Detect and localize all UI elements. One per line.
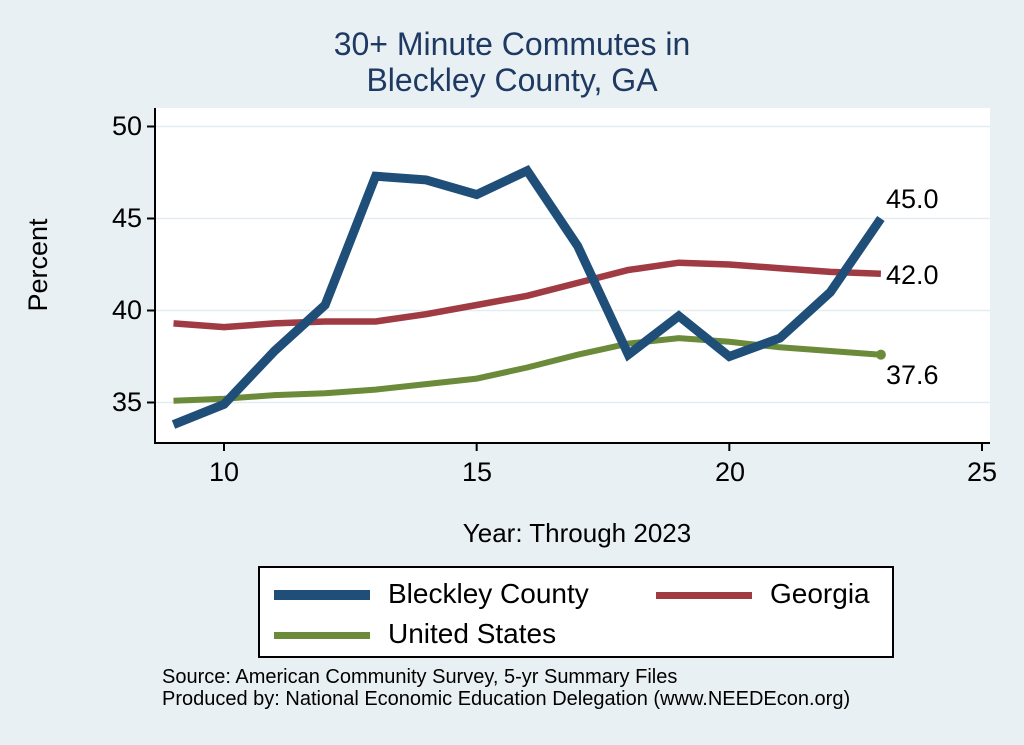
legend-swatch-georgia	[656, 592, 752, 599]
footer-notes: Source: American Community Survey, 5-yr …	[162, 666, 982, 710]
x-tick-label-15: 15	[461, 457, 493, 487]
chart-title-line1: 30+ Minute Commutes in	[333, 26, 691, 62]
y-axis-label: Percent	[23, 218, 53, 312]
y-tick-label-35: 35	[111, 387, 142, 417]
source-note: Source: American Community Survey, 5-yr …	[162, 666, 678, 688]
series-end-marker-united-states	[875, 349, 886, 360]
legend-label-bleckley: Bleckley County	[388, 578, 589, 609]
legend-swatch-bleckley	[274, 590, 370, 600]
x-tick-label-10: 10	[208, 457, 240, 487]
legend: Bleckley County Georgia United States	[258, 566, 894, 658]
y-tick-label-50: 50	[111, 111, 142, 141]
series-line-georgia	[173, 259, 882, 331]
x-axis-label: Year: Through 2023	[462, 518, 692, 548]
x-tick-label-25: 25	[966, 457, 998, 487]
legend-label-georgia: Georgia	[770, 578, 870, 609]
legend-swatch-us	[274, 632, 370, 639]
series-end-label-georgia: 42.0	[886, 260, 939, 290]
series-end-label-us: 37.6	[886, 360, 939, 390]
x-tick-label-20: 20	[714, 457, 746, 487]
chart-title: 30+ Minute Commutes in Bleckley County, …	[0, 26, 1024, 98]
chart-title-line2: Bleckley County, GA	[366, 62, 658, 98]
legend-label-us: United States	[388, 618, 557, 649]
y-tick-label-40: 40	[111, 295, 142, 325]
series-line-bleckley-county	[171, 164, 885, 429]
y-tick-label-45: 45	[111, 203, 142, 233]
series-end-label-bleckley: 45.0	[886, 184, 939, 214]
producer-note: Produced by: National Economic Education…	[162, 688, 851, 710]
